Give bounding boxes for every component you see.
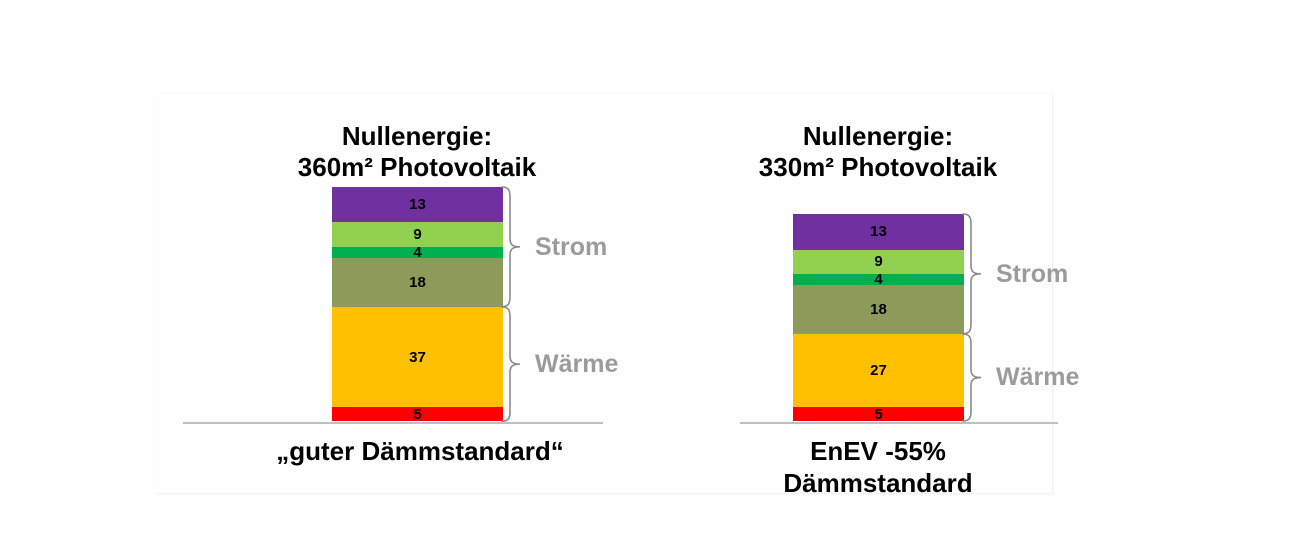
chart-title-right-line1: Nullenergie: [802, 121, 954, 151]
bar-segment-strom: 13 [793, 214, 964, 250]
group-label-strom: Strom [996, 260, 1069, 289]
chart-title-right: Nullenergie: 330m² Photovoltaik [698, 121, 1058, 183]
bar-segment-strom: 18 [332, 257, 503, 307]
bar-segment-strom: 4 [793, 271, 964, 289]
stacked-bar: 13 9 4 18 37 5 [332, 187, 503, 423]
category-label-left: „guter Dämmstandard“ [240, 435, 600, 467]
chart-title-left: Nullenergie: 360m² Photovoltaik [237, 121, 597, 183]
bar-value-label: 37 [409, 348, 426, 366]
bar-segment-strom: 13 [332, 187, 503, 223]
bracket-strom [501, 186, 521, 308]
bar-value-label: 13 [870, 223, 887, 241]
bar-value-label: 5 [413, 405, 422, 423]
bar-segment-strom: 18 [793, 284, 964, 334]
bracket-waerme [501, 305, 521, 422]
bar-segment-waerme: 5 [332, 405, 503, 423]
x-axis-line [183, 422, 603, 424]
chart-title-left-line1: Nullenergie: [341, 121, 493, 151]
bar-value-label: 4 [874, 271, 883, 289]
bar-segment-waerme: 37 [332, 306, 503, 408]
bar-segment-strom: 4 [332, 243, 503, 261]
bar-value-label: 18 [409, 273, 426, 291]
chart-title-right-line2: 330m² Photovoltaik [758, 152, 998, 182]
category-label-right-line1: EnEV -55% [810, 436, 946, 466]
group-label-waerme: Wärme [996, 363, 1080, 392]
bar-value-label: 9 [874, 253, 883, 271]
bar-segment-waerme: 5 [793, 405, 964, 423]
bar-value-label: 13 [409, 196, 426, 214]
bracket-waerme [962, 333, 982, 422]
category-label-right-line2: Dämmstandard [783, 468, 973, 498]
bar-value-label: 5 [874, 405, 883, 423]
bar-value-label: 9 [413, 226, 422, 244]
group-label-strom: Strom [535, 232, 608, 261]
bar-segment-strom: 9 [332, 222, 503, 247]
bar-segment-waerme: 27 [793, 333, 964, 408]
stacked-bar: 13 9 4 18 27 5 [793, 214, 964, 423]
bar-value-label: 4 [413, 243, 422, 261]
bar-segment-strom: 9 [793, 249, 964, 275]
category-label-right: EnEV -55% Dämmstandard [698, 435, 1058, 499]
x-axis-line [740, 422, 1058, 424]
chart-title-left-line2: 360m² Photovoltaik [297, 152, 537, 182]
bracket-strom [962, 213, 982, 335]
category-label-left-line1: „guter Dämmstandard“ [276, 436, 564, 466]
bar-value-label: 27 [870, 362, 887, 380]
bar-value-label: 18 [870, 300, 887, 318]
group-label-waerme: Wärme [535, 349, 619, 378]
